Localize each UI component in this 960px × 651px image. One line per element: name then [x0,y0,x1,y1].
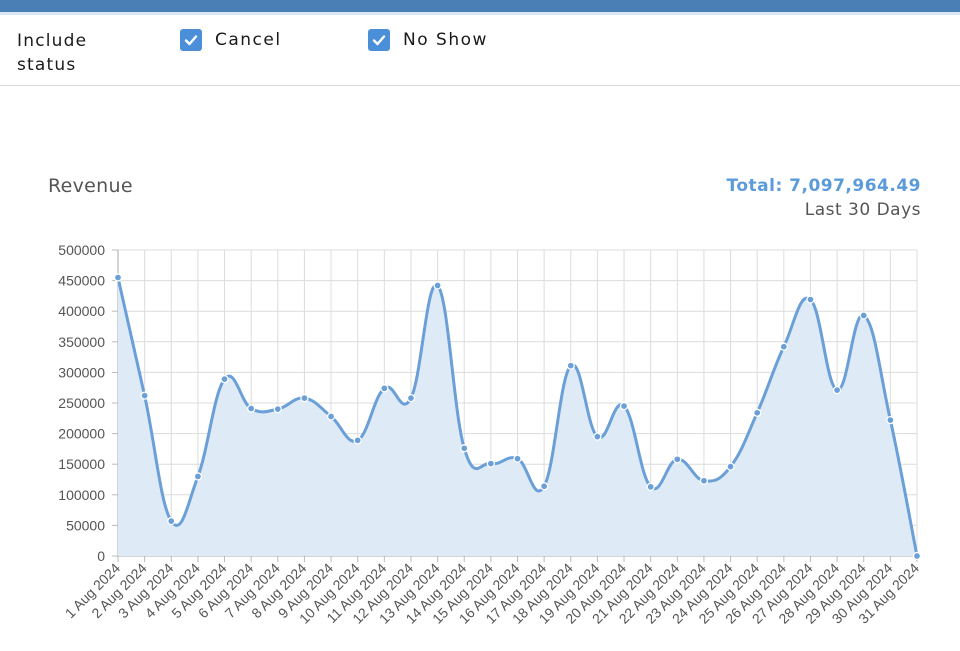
y-tick-label: 100000 [58,487,105,503]
data-point [460,444,469,453]
data-point [247,404,256,413]
data-point [513,454,522,463]
data-point [326,412,336,421]
data-point [140,391,149,400]
series-area [118,277,917,556]
y-tick-label: 300000 [58,364,105,380]
data-point [832,385,842,395]
data-point [300,393,309,403]
y-tick-label: 400000 [58,303,105,319]
data-point [726,462,735,471]
y-tick-label: 500000 [58,242,105,258]
status-filter-bar: Include status Cancel No Show [0,15,960,86]
revenue-total: Total: 7,097,964.49 [726,176,921,196]
data-point [167,516,176,526]
y-tick-label: 350000 [58,334,105,350]
y-tick-label: 0 [97,548,105,564]
no-show-checkbox-label: No Show [403,30,488,50]
data-point [806,295,815,304]
y-tick-label: 50000 [66,517,105,533]
data-point [673,455,682,464]
checkmark-icon[interactable] [368,29,390,51]
chart-title: Revenue [48,175,133,197]
data-point [486,459,496,468]
y-tick-label: 250000 [58,395,105,411]
no-show-checkbox[interactable]: No Show [368,29,488,51]
data-point [593,432,602,441]
include-status-label: Include status [17,31,88,75]
y-tick-label: 200000 [58,426,105,442]
y-tick-label: 150000 [58,456,105,472]
data-point [566,361,575,370]
data-point [353,436,362,445]
date-range-label: Last 30 Days [804,200,921,220]
data-point [380,384,389,393]
y-tick-label: 450000 [58,273,105,289]
data-point [912,551,922,561]
data-point [433,281,442,290]
data-point [886,415,895,425]
data-point [220,374,229,384]
top-bar [0,0,960,15]
data-point [273,404,282,414]
data-point [699,476,709,485]
data-point [753,408,762,417]
data-point [406,393,416,403]
cancel-checkbox[interactable]: Cancel [180,29,282,51]
data-point [619,401,629,411]
data-point [193,472,203,481]
data-point [646,482,655,491]
data-point [113,273,123,282]
data-point [779,342,788,351]
checkmark-icon[interactable] [180,29,202,51]
data-point [859,311,868,320]
cancel-checkbox-label: Cancel [215,30,282,50]
data-point [539,482,549,491]
